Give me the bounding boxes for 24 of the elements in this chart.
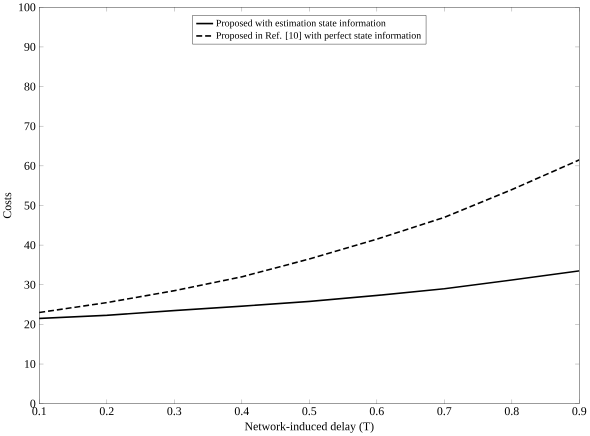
- x-tick-label: 0.2: [100, 407, 114, 416]
- y-tick-label: 20: [24, 320, 36, 328]
- legend-label: Proposed with estimation state information: [216, 19, 386, 28]
- y-tick-label: 30: [24, 280, 36, 289]
- x-tick-label: 0.3: [167, 407, 182, 416]
- y-tick-label: 100: [19, 3, 36, 12]
- y-tick-label: 70: [24, 122, 36, 130]
- x-tick-label: 0.4: [234, 407, 250, 416]
- y-tick-label: 90: [24, 42, 36, 51]
- x-tick-label: 0.6: [370, 407, 384, 416]
- y-tick-label: 0: [30, 400, 36, 408]
- legend-label: Proposed in Ref. [10] with perfect state information: [216, 32, 422, 41]
- x-tick-label: 0.7: [437, 407, 452, 416]
- x-tick-label: 0.9: [572, 407, 586, 416]
- y-tick-label: 80: [24, 82, 36, 91]
- x-tick-label: 0.5: [302, 407, 316, 416]
- y-tick-label: 60: [24, 162, 36, 170]
- y-tick-label: 50: [24, 201, 36, 210]
- x-tick-label: 0.8: [504, 407, 519, 416]
- y-axis-title: Costs: [3, 192, 12, 218]
- x-tick-label: 0.1: [32, 407, 46, 416]
- y-tick-label: 40: [24, 241, 36, 250]
- x-axis-title: Network-induced delay (T): [244, 422, 374, 433]
- y-tick-label: 10: [24, 360, 36, 368]
